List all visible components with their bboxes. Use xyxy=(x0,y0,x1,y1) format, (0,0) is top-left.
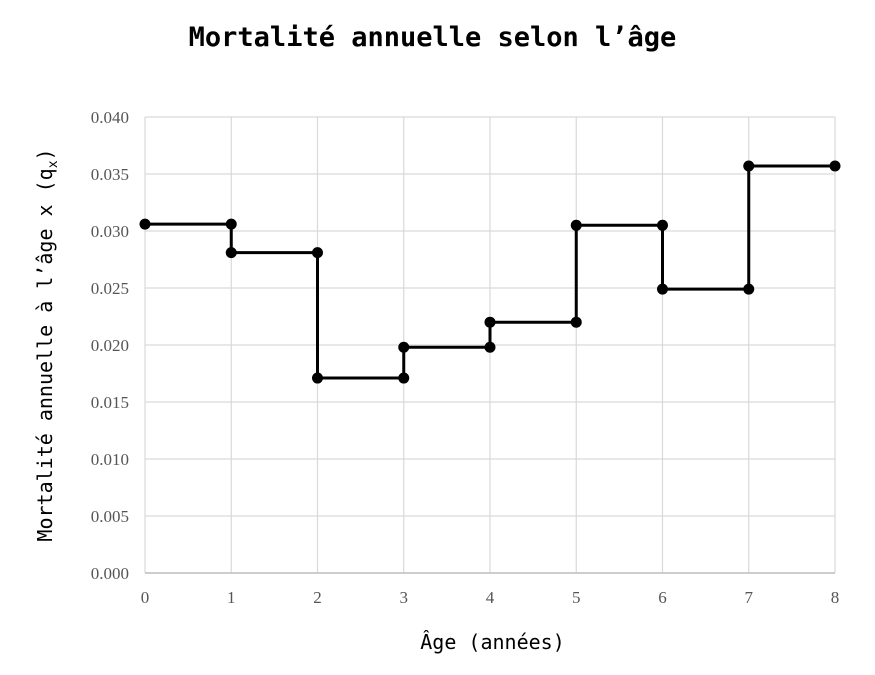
y-tick-label: 0.005 xyxy=(91,507,129,526)
data-point-marker xyxy=(657,219,668,231)
data-point-marker xyxy=(657,283,668,295)
data-point-marker xyxy=(225,247,237,259)
x-tick-label: 7 xyxy=(745,588,754,607)
x-tick-label: 6 xyxy=(658,588,667,607)
x-tick-label: 1 xyxy=(227,588,236,607)
data-point-marker xyxy=(398,372,410,384)
x-tick-label: 0 xyxy=(141,588,150,607)
y-tick-label: 0.020 xyxy=(91,336,129,355)
data-point-marker xyxy=(743,283,755,295)
y-tick-label: 0.030 xyxy=(91,222,129,241)
y-tick-label: 0.040 xyxy=(91,108,129,127)
data-point-marker xyxy=(139,218,151,230)
y-tick-label: 0.015 xyxy=(91,393,129,412)
data-point-marker xyxy=(484,316,496,328)
x-tick-label: 5 xyxy=(572,588,581,607)
y-tick-label: 0.010 xyxy=(91,450,129,469)
data-point-marker xyxy=(570,316,582,328)
x-axis-label: Âge (années) xyxy=(420,630,565,654)
data-point-marker xyxy=(484,341,496,353)
data-point-marker xyxy=(225,218,237,230)
x-tick-label: 4 xyxy=(486,588,495,607)
data-point-marker xyxy=(743,160,755,172)
data-point-marker xyxy=(312,372,323,384)
data-point-marker xyxy=(570,219,582,231)
x-tick-label: 3 xyxy=(400,588,409,607)
x-tick-label: 2 xyxy=(313,588,322,607)
chart-title: Mortalité annuelle selon l’âge xyxy=(188,22,677,53)
y-tick-label: 0.000 xyxy=(91,564,129,583)
series-step-line xyxy=(145,164,835,380)
data-point-marker xyxy=(312,247,323,259)
data-point-marker xyxy=(829,160,841,172)
y-tick-label: 0.035 xyxy=(91,165,129,184)
y-tick-label: 0.025 xyxy=(91,279,129,298)
x-tick-label: 8 xyxy=(831,588,840,607)
data-point-marker xyxy=(398,341,410,353)
